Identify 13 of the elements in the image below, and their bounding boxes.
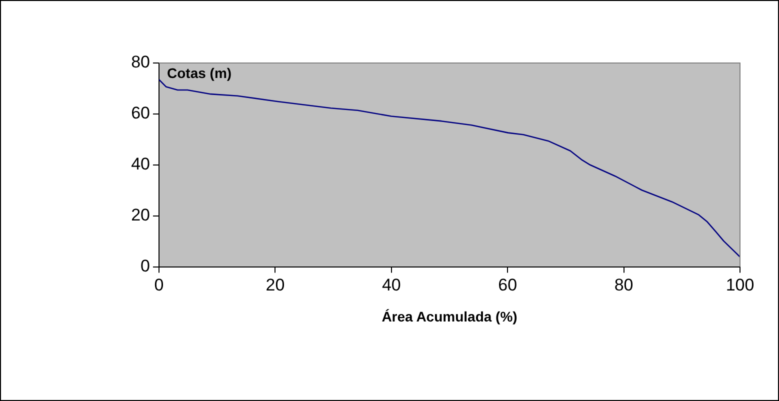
x-tick-label: 40 [382, 276, 401, 295]
y-tick-label: 80 [131, 52, 150, 72]
x-tick-label: 0 [154, 276, 164, 295]
x-tick-label: 100 [726, 276, 754, 295]
y-tick-label: 40 [131, 154, 150, 174]
x-tick-label: 60 [498, 276, 518, 295]
x-tick-label: 20 [266, 276, 285, 295]
y-tick-label: 60 [131, 104, 150, 123]
y-tick-label: 20 [131, 206, 150, 225]
x-tick-label: 80 [614, 276, 634, 295]
x-axis-title: Área Acumulada (%) [382, 308, 518, 324]
y-axis-title: Cotas (m) [167, 64, 232, 81]
y-tick-label: 0 [140, 256, 150, 276]
